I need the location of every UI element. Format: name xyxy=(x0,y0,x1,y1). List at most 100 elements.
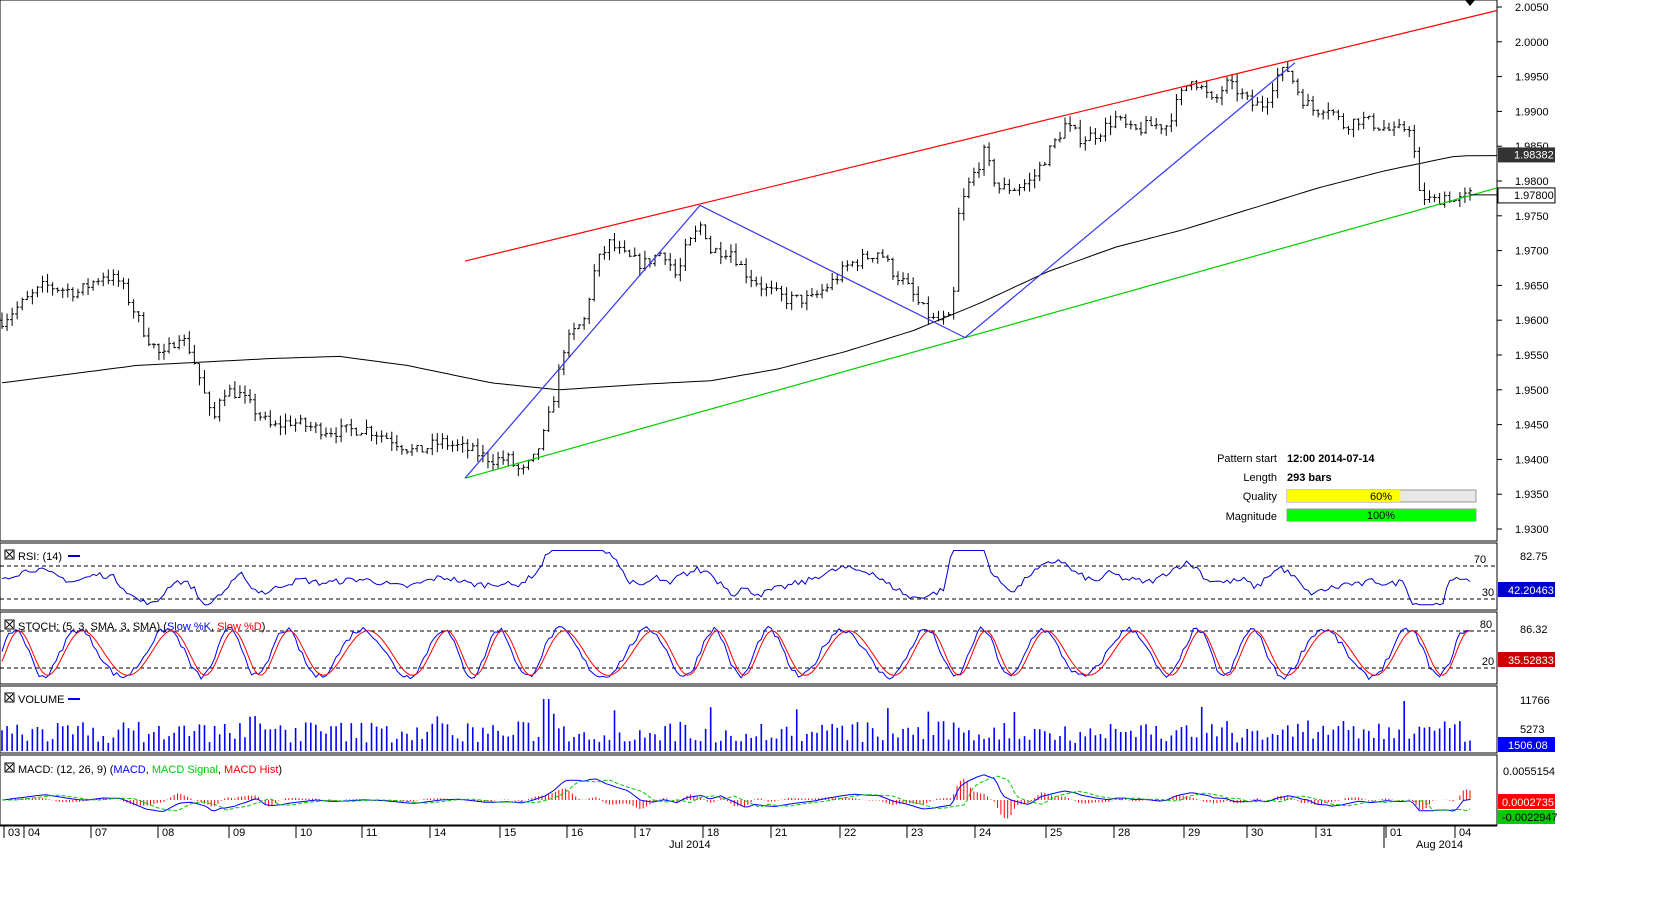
ohlc-bar xyxy=(384,432,389,439)
ohlc-bar xyxy=(248,389,253,404)
ohlc-bar xyxy=(865,250,870,260)
ohlc-bar xyxy=(1128,120,1133,130)
ohlc-bar xyxy=(1295,78,1300,96)
zigzag-lines xyxy=(464,62,1296,479)
ohlc-bar xyxy=(961,188,966,221)
macd-signal-value-box xyxy=(1498,810,1555,824)
ohlc-bar xyxy=(1432,194,1437,203)
ohlc-bar xyxy=(966,177,971,199)
last-price-label: 1.97800 xyxy=(1514,190,1554,202)
ohlc-bar xyxy=(1022,179,1027,192)
price-tick-label: 1.9450 xyxy=(1515,420,1549,432)
ohlc-bar xyxy=(359,432,364,436)
ohlc-bar xyxy=(850,260,855,267)
ohlc-bar xyxy=(501,450,506,465)
ohlc-bar xyxy=(435,433,440,453)
ohlc-bar xyxy=(1052,138,1057,149)
ohlc-bar xyxy=(1250,89,1255,112)
time-day-label: 21 xyxy=(775,827,787,839)
ohlc-bar xyxy=(1123,114,1128,129)
ohlc-bar xyxy=(1138,121,1143,136)
ohlc-bar xyxy=(1037,161,1042,182)
ohlc-bar xyxy=(1316,109,1321,118)
ohlc-bar xyxy=(971,167,976,186)
ohlc-bar xyxy=(15,301,20,320)
ohlc-bar xyxy=(404,449,409,455)
ohlc-bar xyxy=(298,414,303,425)
ohlc-bar xyxy=(1174,93,1179,127)
ohlc-bar xyxy=(334,427,339,444)
ohlc-bar xyxy=(794,294,799,298)
ohlc-bar xyxy=(425,447,430,454)
price-tick-label: 1.9500 xyxy=(1515,385,1549,397)
ohlc-bar xyxy=(136,310,141,323)
ohlc-bar xyxy=(1265,97,1270,115)
ohlc-bar xyxy=(263,411,268,421)
ohlc-bar xyxy=(0,312,4,329)
ohlc-bar xyxy=(617,240,622,254)
ohlc-bar xyxy=(1057,131,1062,143)
ohlc-bar xyxy=(91,280,96,291)
price-tick-label: 2.0050 xyxy=(1515,2,1549,14)
ohlc-bar xyxy=(814,290,819,298)
ohlc-bar xyxy=(845,260,850,272)
ohlc-bar xyxy=(1063,117,1068,139)
stoch-title: STOCH: (5, 3, SMA, 3, SMA) (Slow %K, Slo… xyxy=(18,621,265,633)
ohlc-bar xyxy=(597,253,602,277)
ohlc-bar xyxy=(30,288,35,305)
ohlc-bar xyxy=(1381,119,1386,132)
ohlc-bar xyxy=(303,417,308,432)
ohlc-bar xyxy=(237,385,242,398)
ohlc-bar xyxy=(880,249,885,258)
ohlc-bar xyxy=(1311,95,1316,116)
time-day-label: 23 xyxy=(911,827,923,839)
ohlc-bar xyxy=(364,419,369,436)
ohlc-bar xyxy=(339,418,344,443)
time-day-label: 11 xyxy=(366,827,377,839)
macd-line xyxy=(1,774,1471,812)
price-tick-label: 1.9600 xyxy=(1515,315,1549,327)
ohlc-bar xyxy=(126,278,131,306)
ohlc-bar xyxy=(1159,124,1164,135)
ohlc-bar xyxy=(1007,179,1012,194)
time-day-label: 22 xyxy=(844,827,856,839)
ohlc-bar xyxy=(86,278,91,296)
ma-value-box xyxy=(1498,147,1555,163)
last-price-box xyxy=(1497,187,1556,204)
ohlc-bar xyxy=(1427,190,1432,203)
ohlc-bar xyxy=(855,259,860,272)
ohlc-bar xyxy=(455,439,460,452)
macd-signal-line xyxy=(2,775,1471,812)
ohlc-bar xyxy=(1371,113,1376,131)
ohlc-bar xyxy=(693,225,698,243)
ohlc-bar xyxy=(860,248,865,270)
ohlc-bar xyxy=(906,273,911,285)
quality-label: Quality xyxy=(1243,491,1278,503)
ohlc-bar xyxy=(167,337,172,354)
ohlc-bar xyxy=(450,440,455,452)
ohlc-bar xyxy=(668,253,673,272)
ohlc-bar xyxy=(197,363,202,386)
ohlc-bar xyxy=(698,221,703,236)
ohlc-bar xyxy=(70,287,75,302)
ohlc-bar xyxy=(759,276,764,297)
ohlc-bar xyxy=(1194,79,1199,91)
rsi-close-x-icon xyxy=(5,550,14,559)
time-day-label: 18 xyxy=(707,827,719,839)
chart-options-icon[interactable] xyxy=(1465,0,1475,6)
stoch-value-label: 35.52833 xyxy=(1508,655,1554,667)
zigzag-path xyxy=(464,62,1296,479)
price-bars xyxy=(0,61,1472,477)
ohlc-bar xyxy=(242,385,247,404)
ohlc-bar xyxy=(951,286,956,320)
time-day-label: 14 xyxy=(434,827,446,839)
ohlc-bar xyxy=(60,287,65,299)
magnitude-value: 100% xyxy=(1367,510,1395,522)
ohlc-bar xyxy=(982,144,987,176)
ohlc-bar xyxy=(1468,187,1472,201)
ohlc-bar xyxy=(688,237,693,246)
ohlc-bar xyxy=(430,433,435,456)
ohlc-bar xyxy=(921,302,926,305)
pattern-info-panel: Pattern start 12:00 2014-07-14 Length 29… xyxy=(1217,453,1477,523)
ohlc-bar xyxy=(683,238,688,271)
